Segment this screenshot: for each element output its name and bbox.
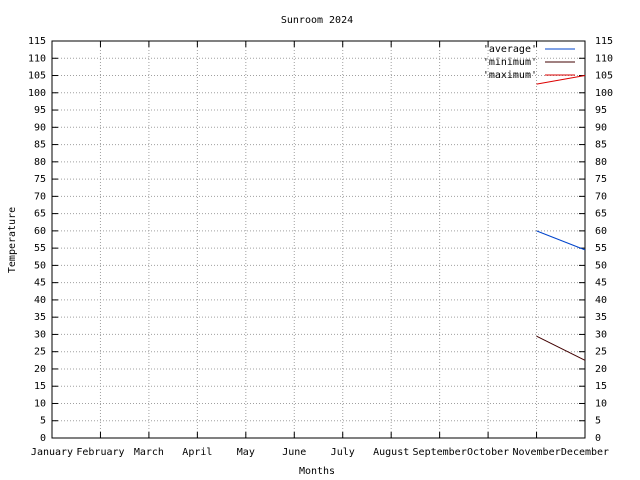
y-tick-label: 90 [34, 122, 46, 133]
x-tick-label: November [512, 447, 560, 458]
y-tick-label: 115 [28, 36, 46, 47]
y2-tick-label: 55 [595, 243, 607, 254]
y-tick-label: 85 [34, 140, 46, 151]
x-tick-label: December [561, 447, 609, 458]
y-tick-label: 105 [28, 71, 46, 82]
y-tick-label: 50 [34, 260, 46, 271]
series-line [536, 75, 586, 85]
series-line [536, 335, 586, 361]
x-tick-label: February [76, 447, 124, 458]
y-tick-label: 110 [28, 53, 46, 64]
legend-label: 'maximum' [483, 70, 537, 81]
y2-tick-label: 65 [595, 209, 607, 220]
y2-tick-label: 45 [595, 278, 607, 289]
y2-tick-label: 0 [595, 433, 601, 444]
y-tick-label: 45 [34, 278, 46, 289]
y-tick-label: 65 [34, 209, 46, 220]
y-tick-label: 25 [34, 347, 46, 358]
x-tick-label: March [134, 447, 164, 458]
chart-title: Sunroom 2024 [281, 15, 353, 26]
y2-tick-label: 100 [595, 88, 613, 99]
y-tick-label: 10 [34, 398, 46, 409]
y2-tick-label: 80 [595, 157, 607, 168]
series-line [536, 230, 586, 251]
y2-tick-label: 110 [595, 53, 613, 64]
y-tick-label: 100 [28, 88, 46, 99]
y2-tick-label: 75 [595, 174, 607, 185]
y-tick-label: 40 [34, 295, 46, 306]
x-tick-label: October [467, 447, 509, 458]
y-tick-label: 55 [34, 243, 46, 254]
y-tick-label: 35 [34, 312, 46, 323]
y-tick-label: 80 [34, 157, 46, 168]
x-tick-label: September [413, 447, 467, 458]
y-tick-label: 95 [34, 105, 46, 116]
y2-tick-label: 25 [595, 347, 607, 358]
y-tick-label: 70 [34, 191, 46, 202]
x-tick-label: August [373, 447, 409, 458]
plot-frame [51, 40, 586, 439]
y-axis-label: Temperature [7, 207, 18, 273]
x-axis-label: Months [299, 466, 335, 477]
y2-tick-label: 70 [595, 191, 607, 202]
x-tick-label: June [282, 447, 306, 458]
legend-label: 'minimum' [483, 57, 537, 68]
y2-tick-label: 90 [595, 122, 607, 133]
y-tick-label: 30 [34, 329, 46, 340]
y2-tick-label: 20 [595, 364, 607, 375]
y2-tick-label: 50 [595, 260, 607, 271]
legend-label: 'average' [483, 44, 537, 55]
y2-tick-label: 5 [595, 416, 601, 427]
y2-tick-label: 10 [595, 398, 607, 409]
y2-tick-label: 30 [595, 329, 607, 340]
y2-tick-label: 105 [595, 71, 613, 82]
y2-tick-label: 35 [595, 312, 607, 323]
y2-tick-label: 15 [595, 381, 607, 392]
y-tick-label: 20 [34, 364, 46, 375]
y-tick-label: 0 [40, 433, 46, 444]
x-tick-label: May [237, 447, 255, 458]
y-tick-label: 60 [34, 226, 46, 237]
x-tick-label: April [182, 447, 212, 458]
y2-tick-label: 115 [595, 36, 613, 47]
y-tick-label: 75 [34, 174, 46, 185]
y-tick-label: 15 [34, 381, 46, 392]
y2-tick-label: 85 [595, 140, 607, 151]
y2-tick-label: 95 [595, 105, 607, 116]
y2-tick-label: 60 [595, 226, 607, 237]
y2-tick-label: 40 [595, 295, 607, 306]
x-tick-label: July [331, 447, 355, 458]
y-tick-label: 5 [40, 416, 46, 427]
x-tick-label: January [31, 447, 73, 458]
